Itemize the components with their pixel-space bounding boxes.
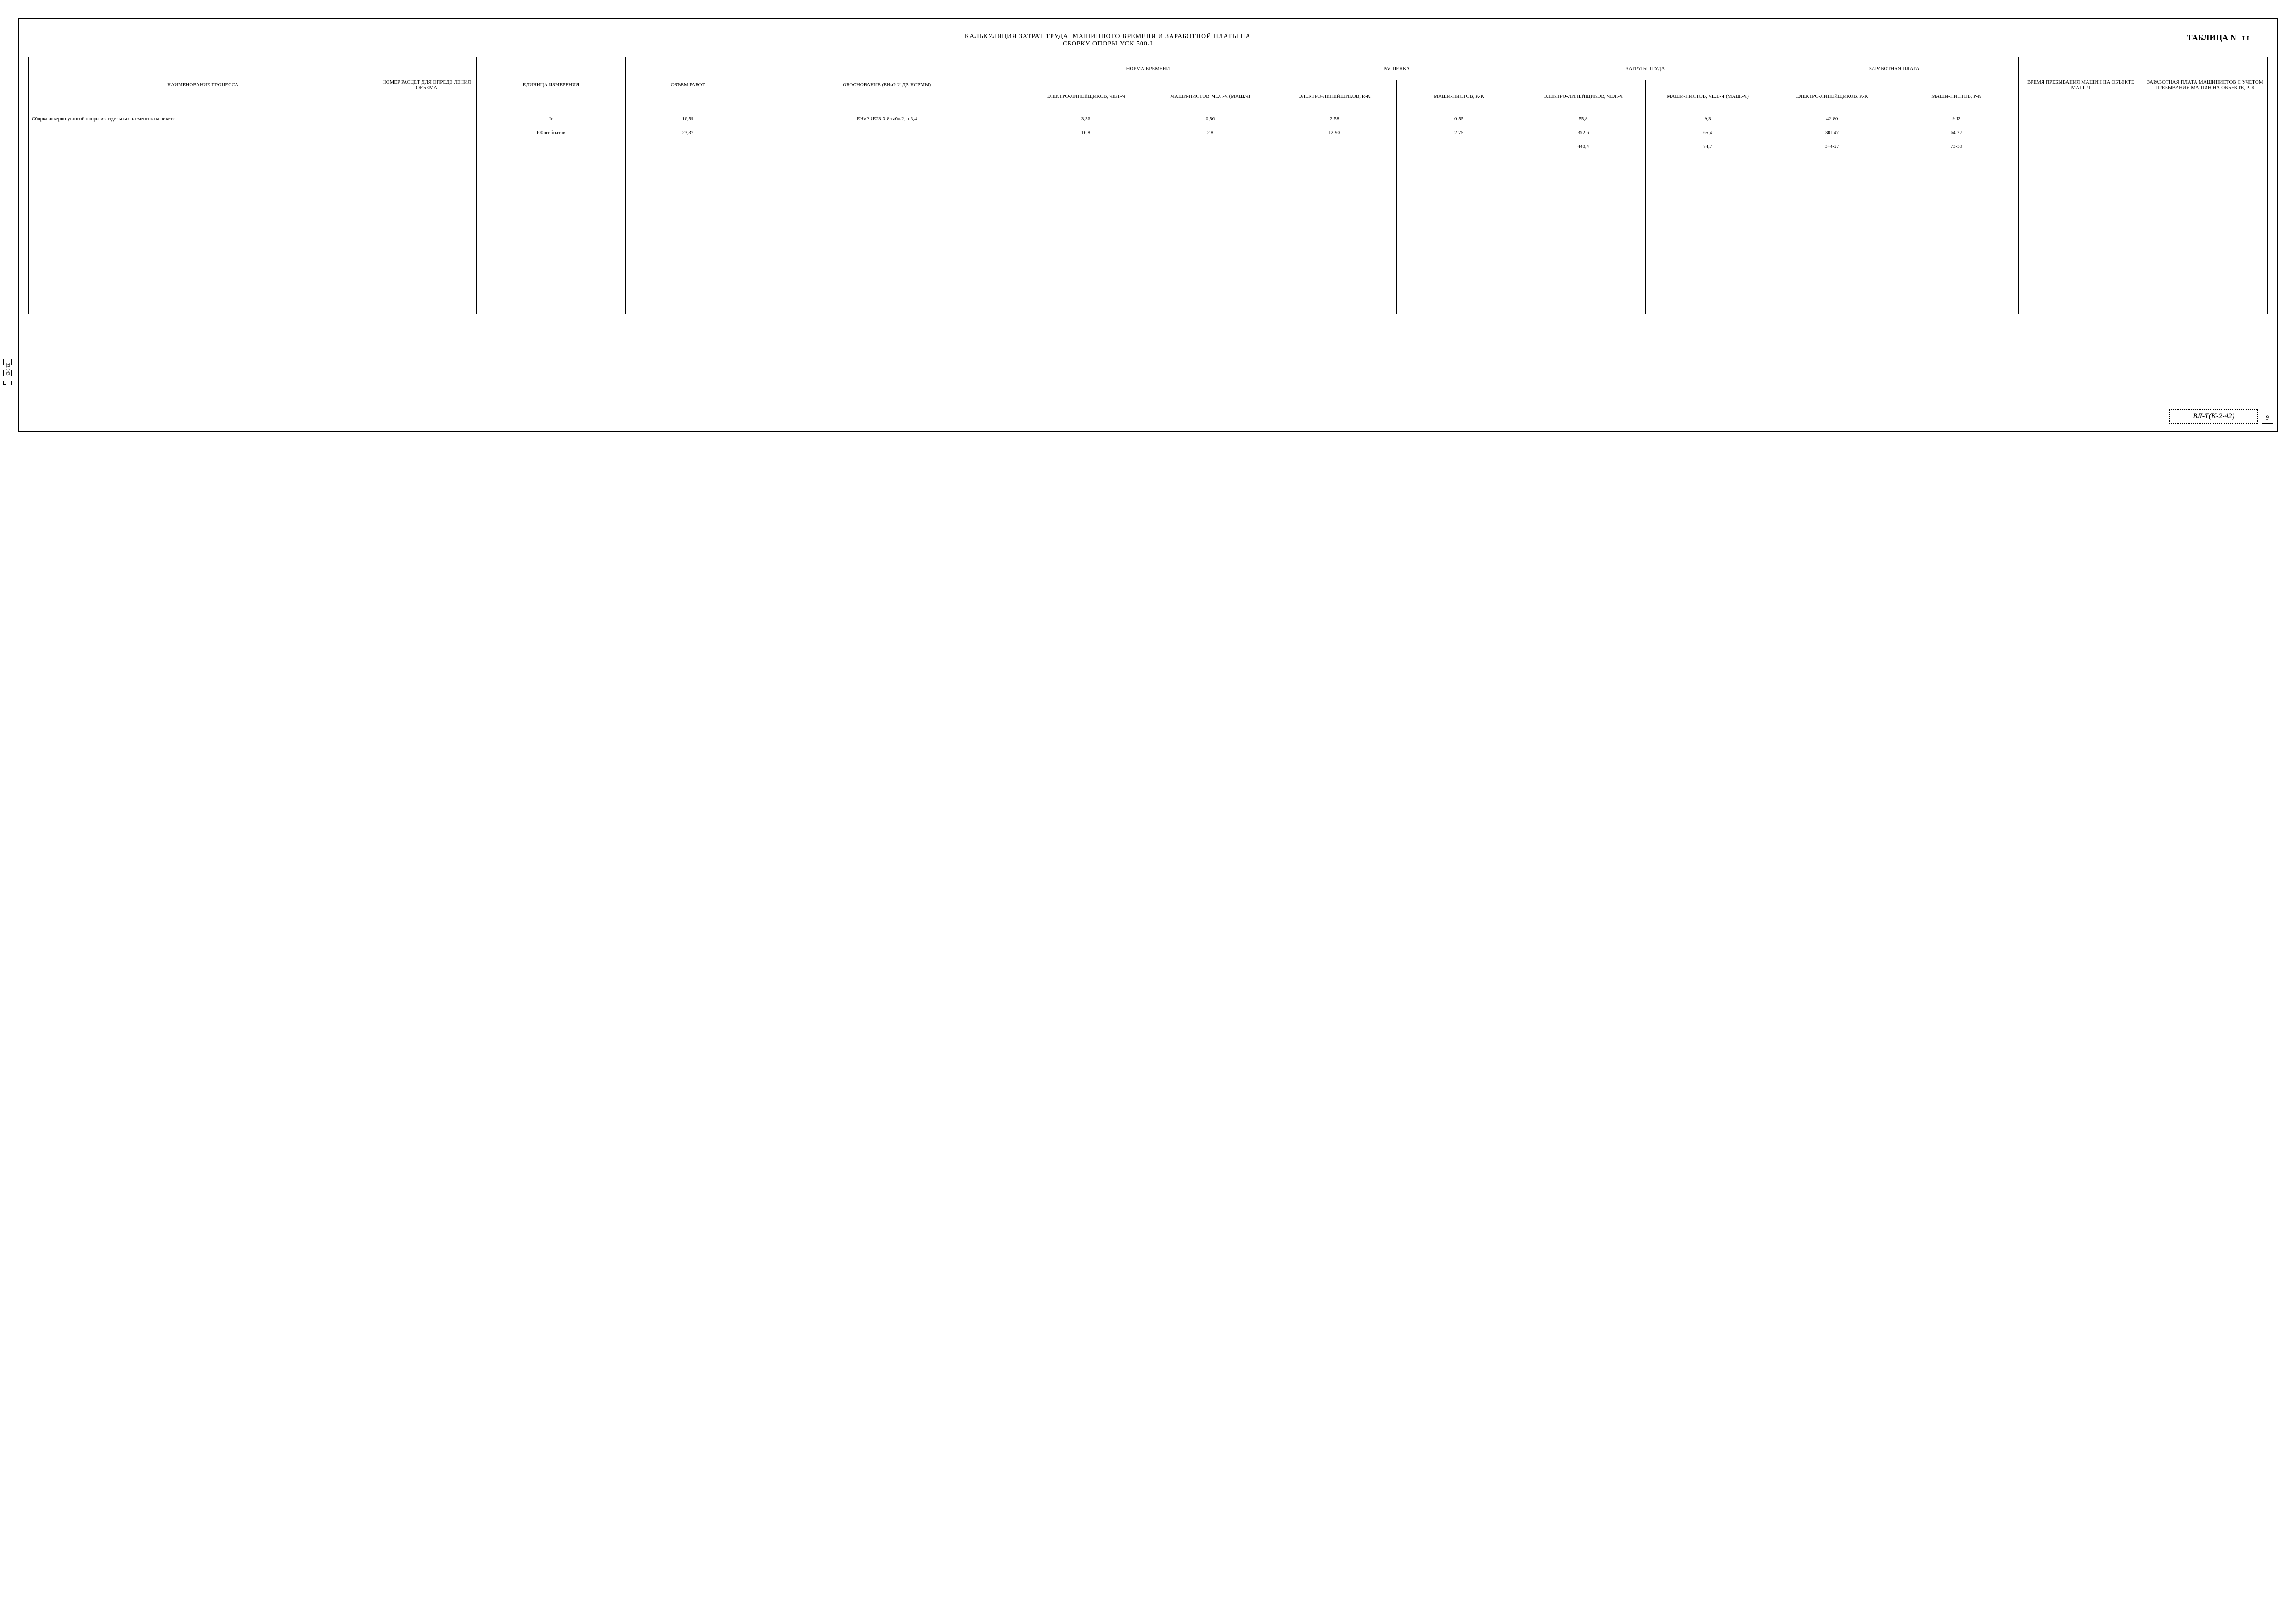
header-zarab-mash: ЗАРАБОТНАЯ ПЛАТА МАШИНИСТОВ С УЧЕТОМ ПРЕ… — [2143, 57, 2268, 112]
cell-c7: 42-80 — [1770, 112, 1894, 126]
cell-c2 — [1148, 140, 1272, 154]
calculation-table: НАИМЕНОВАНИЕ ПРОЦЕССА НОМЕР РАСЦЕТ ДЛЯ О… — [28, 57, 2268, 314]
cell-vremya — [2019, 126, 2143, 140]
cell-empty — [2143, 154, 2268, 314]
cell-c7: 30I-47 — [1770, 126, 1894, 140]
cell-volume: 16,59 — [625, 112, 750, 126]
footer-document-code: ВЛ-Т(К-2-42) — [2169, 409, 2258, 424]
document-page: КАЛЬКУЛЯЦИЯ ЗАТРАТ ТРУДА, МАШИННОГО ВРЕМ… — [18, 18, 2278, 432]
subheader-mash-rk-2: МАШИ-НИСТОВ, Р-К — [1894, 80, 2019, 112]
header-zarabotnaya: ЗАРАБОТНАЯ ПЛАТА — [1770, 57, 2019, 80]
title-line-1: КАЛЬКУЛЯЦИЯ ЗАТРАТ ТРУДА, МАШИННОГО ВРЕМ… — [47, 33, 2168, 40]
cell-unit: Iт — [476, 112, 625, 126]
cell-zarab — [2143, 140, 2268, 154]
page-number: 9 — [2262, 413, 2273, 424]
cell-c1: 16,8 — [1024, 126, 1148, 140]
table-row: 448,4 74,7 344-27 73-39 — [29, 140, 2268, 154]
cell-empty — [1521, 154, 1645, 314]
cell-process — [29, 140, 377, 154]
subheader-electro-rk-2: ЭЛЕКТРО-ЛИНЕЙЩИКОВ, Р.-К — [1770, 80, 1894, 112]
table-label-text: ТАБЛИЦА N — [2187, 33, 2236, 42]
table-row: Сборка анкерно-угловой опоры из отдельны… — [29, 112, 2268, 126]
cell-basis — [750, 140, 1024, 154]
table-body: Сборка анкерно-угловой опоры из отдельны… — [29, 112, 2268, 314]
cell-unit — [476, 140, 625, 154]
subheader-electro-chel-1: ЭЛЕКТРО-ЛИНЕЙЩИКОВ, ЧЕЛ.-Ч — [1024, 80, 1148, 112]
cell-c1: 3,36 — [1024, 112, 1148, 126]
cell-zarab — [2143, 112, 2268, 126]
cell-empty — [1397, 154, 1521, 314]
cell-nomer — [377, 112, 477, 126]
header-unit: ЕДИНИЦА ИЗМЕРЕНИЯ — [476, 57, 625, 112]
cell-c2: 2,8 — [1148, 126, 1272, 140]
table-label: ТАБЛИЦА N I-I — [2187, 33, 2249, 43]
cell-empty — [29, 154, 377, 314]
document-title: КАЛЬКУЛЯЦИЯ ЗАТРАТ ТРУДА, МАШИННОГО ВРЕМ… — [47, 33, 2168, 48]
cell-vremya — [2019, 140, 2143, 154]
subheader-mash-chel-1: МАШИ-НИСТОВ, ЧЕЛ.-Ч (МАШ.Ч) — [1148, 80, 1272, 112]
header-vremya: ВРЕМЯ ПРЕБЫВАНИЯ МАШИН НА ОБЪЕКТЕ МАШ. Ч — [2019, 57, 2143, 112]
cell-empty — [377, 154, 477, 314]
header-zatraty: ЗАТРАТЫ ТРУДА — [1521, 57, 1770, 80]
cell-c7: 344-27 — [1770, 140, 1894, 154]
table-header: НАИМЕНОВАНИЕ ПРОЦЕССА НОМЕР РАСЦЕТ ДЛЯ О… — [29, 57, 2268, 112]
cell-empty — [1645, 154, 1770, 314]
cell-c6: 74,7 — [1645, 140, 1770, 154]
cell-volume: 23,37 — [625, 126, 750, 140]
cell-process: Сборка анкерно-угловой опоры из отдельны… — [29, 112, 377, 140]
cell-empty — [1894, 154, 2019, 314]
cell-nomer — [377, 126, 477, 140]
cell-zarab — [2143, 126, 2268, 140]
cell-empty — [1024, 154, 1148, 314]
table-row-spacer — [29, 154, 2268, 314]
cell-c8: 9-I2 — [1894, 112, 2019, 126]
cell-c8: 73-39 — [1894, 140, 2019, 154]
header-process: НАИМЕНОВАНИЕ ПРОЦЕССА — [29, 57, 377, 112]
cell-c6: 9,3 — [1645, 112, 1770, 126]
cell-basis: ЕНиР §Е23-3-8 табл.2, п.3,4 — [750, 112, 1024, 126]
cell-basis — [750, 126, 1024, 140]
subheader-electro-rk-1: ЭЛЕКТРО-ЛИНЕЙЩИКОВ, Р.-К — [1272, 80, 1397, 112]
cell-unit: I00шт болтов — [476, 126, 625, 140]
cell-c2: 0,56 — [1148, 112, 1272, 126]
header-volume: ОБЪЕМ РАБОТ — [625, 57, 750, 112]
cell-empty — [625, 154, 750, 314]
cell-c5: 392,6 — [1521, 126, 1645, 140]
cell-c4: 2-75 — [1397, 126, 1521, 140]
header-rascenka: РАСЦЕНКА — [1272, 57, 1521, 80]
header-norma: НОРМА ВРЕМЕНИ — [1024, 57, 1272, 80]
cell-volume — [625, 140, 750, 154]
cell-empty — [750, 154, 1024, 314]
subheader-mash-rk-1: МАШИ-НИСТОВ, Р.-К — [1397, 80, 1521, 112]
title-area: КАЛЬКУЛЯЦИЯ ЗАТРАТ ТРУДА, МАШИННОГО ВРЕМ… — [28, 33, 2268, 48]
cell-empty — [1272, 154, 1397, 314]
cell-empty — [476, 154, 625, 314]
table-number: I-I — [2242, 35, 2249, 42]
cell-nomer — [377, 140, 477, 154]
header-nomer: НОМЕР РАСЦЕТ ДЛЯ ОПРЕДЕ ЛЕНИЯ ОБЪЕМА — [377, 57, 477, 112]
cell-c4 — [1397, 140, 1521, 154]
cell-c8: 64-27 — [1894, 126, 2019, 140]
cell-empty — [1148, 154, 1272, 314]
subheader-electro-chel-2: ЭЛЕКТРО-ЛИНЕЙЩИКОВ, ЧЕЛ.-Ч — [1521, 80, 1645, 112]
title-line-2: СБОРКУ ОПОРЫ УСК 500-I — [47, 40, 2168, 48]
cell-c1 — [1024, 140, 1148, 154]
cell-c3 — [1272, 140, 1397, 154]
cell-c5: 55,8 — [1521, 112, 1645, 126]
side-marking: 33.943 — [3, 353, 12, 385]
cell-c6: 65,4 — [1645, 126, 1770, 140]
cell-c3: 2-58 — [1272, 112, 1397, 126]
cell-vremya — [2019, 112, 2143, 126]
cell-empty — [2019, 154, 2143, 314]
cell-empty — [1770, 154, 1894, 314]
cell-c5: 448,4 — [1521, 140, 1645, 154]
cell-c4: 0-55 — [1397, 112, 1521, 126]
subheader-mash-chel-2: МАШИ-НИСТОВ, ЧЕЛ.-Ч (МАШ.-Ч) — [1645, 80, 1770, 112]
header-basis: ОБОСНОВАНИЕ (ЕНиР И ДР. НОРМЫ) — [750, 57, 1024, 112]
cell-c3: I2-90 — [1272, 126, 1397, 140]
